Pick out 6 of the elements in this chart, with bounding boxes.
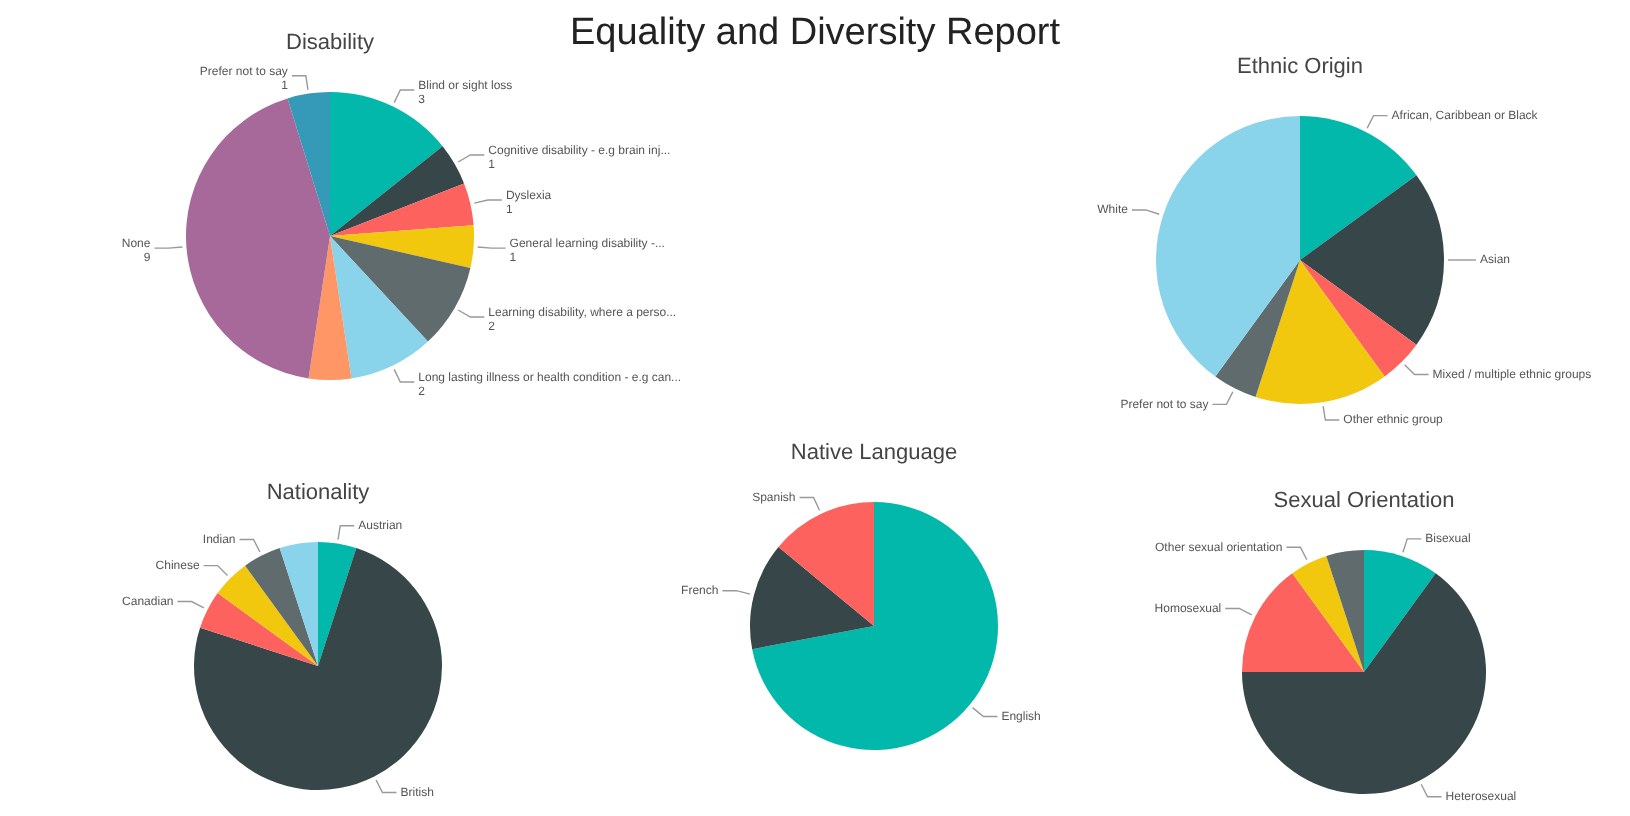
chart-title: Disability: [285, 30, 376, 55]
text: Equality and Diversity Report: [570, 12, 1060, 54]
chart-title: Native Language: [790, 440, 958, 465]
chart-title: Nationality: [266, 480, 371, 505]
chart-title: Sexual Orientation: [1273, 488, 1455, 513]
chart-title: Ethnic Origin: [1237, 54, 1363, 79]
